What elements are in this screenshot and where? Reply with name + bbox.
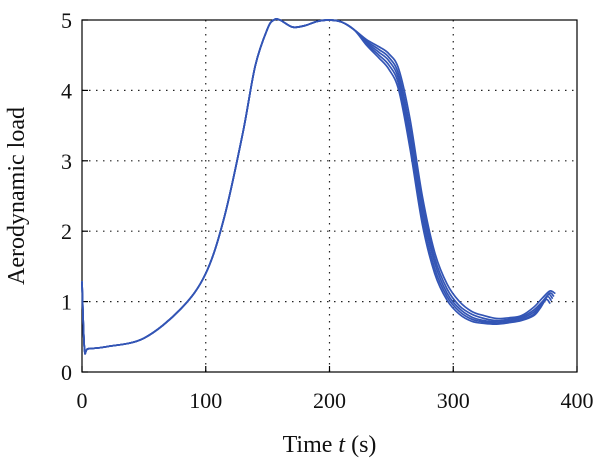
y-tick-label: 1 [61, 290, 72, 315]
y-tick-label: 4 [61, 78, 72, 103]
series-line [81, 18, 555, 355]
tick-marks [81, 19, 578, 373]
x-axis-title: Time t (s) [283, 432, 377, 458]
x-tick-label: 200 [313, 388, 346, 413]
x-axis-title-variable: t [338, 432, 346, 458]
y-tick-label: 2 [61, 219, 72, 244]
series-line [81, 18, 551, 355]
x-tick-label: 100 [189, 388, 222, 413]
x-axis-title-prefix: Time [283, 432, 339, 458]
series-line [81, 18, 552, 355]
gridlines [82, 20, 577, 372]
y-tick-label: 0 [61, 360, 72, 385]
y-tick-labels: 0 1 2 3 4 5 [61, 8, 72, 385]
y-axis-title: Aerodynamic load [4, 107, 30, 285]
x-tick-label: 400 [561, 388, 594, 413]
series-group [81, 18, 556, 355]
y-tick-label: 5 [61, 8, 72, 33]
x-tick-labels: 0 100 200 300 400 [77, 388, 594, 413]
x-tick-label: 0 [77, 388, 88, 413]
x-axis-title-suffix: (s) [345, 432, 376, 458]
series-line [81, 18, 554, 355]
x-tick-label: 300 [437, 388, 470, 413]
series-line [81, 18, 556, 355]
y-tick-label: 3 [61, 149, 72, 174]
